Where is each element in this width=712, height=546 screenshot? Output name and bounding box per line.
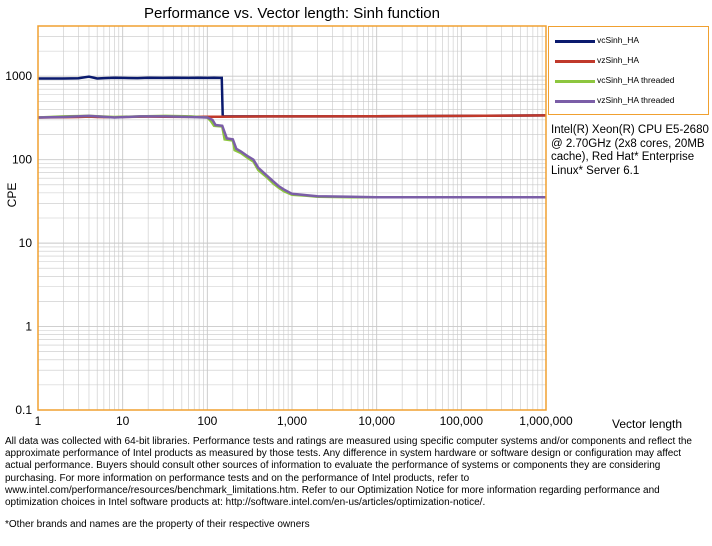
series-line-vzsinh-ha-threaded: [37, 114, 546, 199]
legend-label: vzSinh_HA: [597, 55, 640, 65]
x-axis-label: Vector length: [612, 417, 682, 431]
legend-swatch-vzsinh-ha-threaded: [555, 100, 595, 103]
y-tick-label: 0.1: [15, 403, 32, 417]
x-tick-label: 10,000: [358, 414, 395, 428]
legend-label: vcSinh_HA threaded: [597, 75, 675, 85]
legend-swatch-vcsinh-ha-threaded: [555, 80, 595, 83]
x-tick-label: 1: [35, 414, 42, 428]
system-info-annotation: Intel(R) Xeon(R) CPU E5-2680 @ 2.70GHz (…: [551, 124, 709, 177]
performance-disclaimer: All data was collected with 64-bit libra…: [5, 436, 692, 509]
y-axis-label: CPE: [5, 183, 19, 208]
x-tick-label: 100,000: [440, 414, 484, 428]
x-tick-label: 1,000,000: [519, 414, 573, 428]
y-tick-label: 10: [19, 236, 33, 250]
y-tick-label: 1000: [5, 69, 32, 83]
tick-layer: 1 10 100 1,000 10,000 100,000 1,000,0000.11101…: [5, 69, 573, 428]
chart-title: Performance vs. Vector length: Sinh func…: [144, 5, 440, 22]
y-tick-label: 100: [12, 153, 32, 167]
legend: vcSinh_HA vzSinh_HA vcSinh_HA threaded v…: [548, 26, 709, 115]
legend-label: vcSinh_HA: [597, 35, 640, 45]
y-tick-label: 1: [25, 320, 32, 334]
x-tick-label: 1,000: [277, 414, 307, 428]
trademark-footnote: *Other brands and names are the property…: [5, 519, 310, 530]
legend-swatch-vcsinh-ha: [555, 40, 595, 43]
x-tick-label: 100: [197, 414, 217, 428]
legend-item-vcsinh-ha: vcSinh_HA: [555, 31, 705, 51]
legend-item-vcsinh-ha-threaded: vcSinh_HA threaded: [555, 71, 705, 91]
line-chart: 1 10 100 1,000 10,000 100,000 1,000,0000.11101…: [5, 25, 682, 431]
series-layer: [37, 75, 547, 199]
legend-label: vzSinh_HA threaded: [597, 95, 675, 105]
x-tick-label: 10: [116, 414, 130, 428]
legend-item-vzsinh-ha: vzSinh_HA: [555, 51, 705, 71]
legend-item-vzsinh-ha-threaded: vzSinh_HA threaded: [555, 91, 705, 111]
legend-swatch-vzsinh-ha: [555, 60, 595, 63]
plot-frame: [37, 25, 547, 411]
